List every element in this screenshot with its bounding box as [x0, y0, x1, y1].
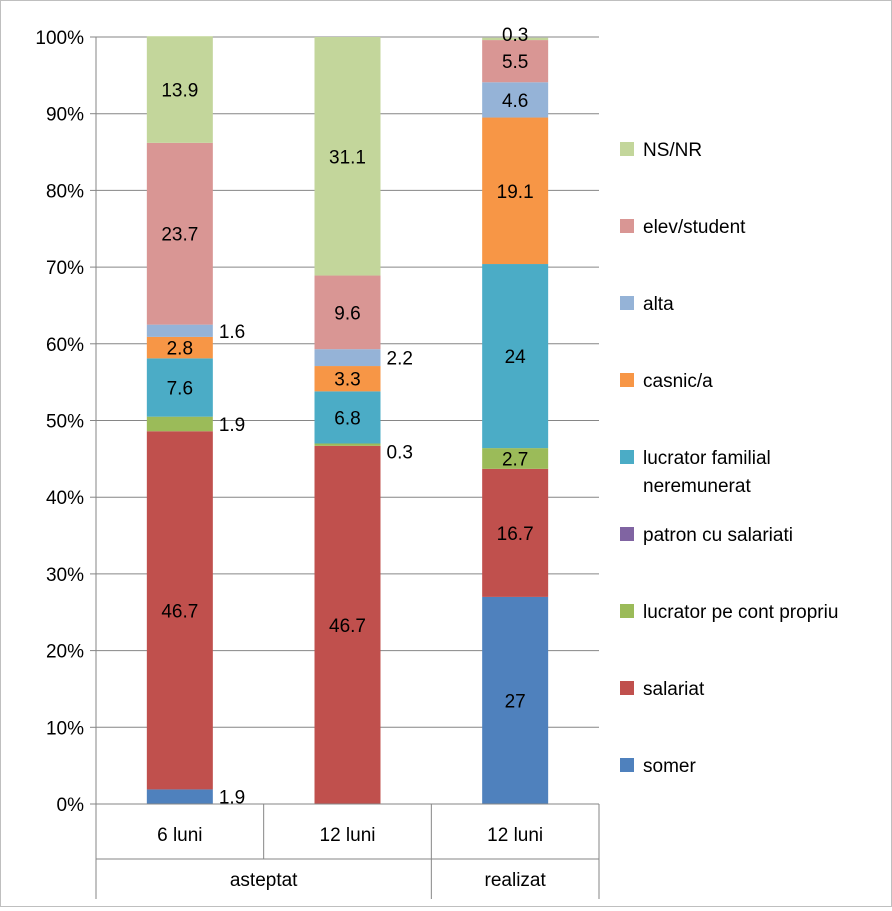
legend-label: salariat	[643, 679, 705, 700]
data-label: 1.6	[219, 322, 245, 343]
bars	[146, 36, 549, 804]
data-label: 16.7	[497, 524, 534, 545]
bar-segment	[482, 264, 549, 449]
x-group-label: realizat	[485, 870, 547, 891]
legend-label: somer	[643, 756, 696, 777]
y-tick-label: 80%	[46, 181, 84, 202]
data-label: 1.9	[219, 415, 245, 436]
data-label: 1.9	[219, 788, 245, 809]
bar-segment	[146, 142, 213, 325]
bar-segment	[146, 431, 213, 790]
bar-segment	[146, 36, 213, 143]
x-group-label: asteptat	[230, 870, 298, 891]
bar-segment	[314, 366, 381, 392]
x-category-label: 12 luni	[487, 825, 543, 846]
data-label: 2.2	[387, 349, 413, 370]
y-tick-label: 90%	[46, 105, 84, 126]
legend-label: lucrator familial	[643, 448, 771, 469]
data-label: 46.7	[329, 616, 366, 637]
bar-segment	[146, 416, 213, 432]
y-tick-label: 100%	[35, 28, 84, 49]
data-label: 5.5	[502, 52, 528, 73]
bar-segment	[482, 448, 549, 469]
x-axis: 6 luni 12 luni 12 luni asteptat realizat	[95, 803, 600, 899]
bar-segment	[314, 37, 381, 276]
legend-swatch	[620, 681, 634, 695]
bar-segment	[146, 324, 213, 337]
bar-segment	[146, 336, 213, 359]
data-label: 7.6	[167, 379, 193, 400]
legend-swatch	[620, 527, 634, 541]
bar-segment	[146, 358, 213, 417]
y-axis: 0% 10% 20% 30% 40% 50% 60% 70% 80% 90% 100%	[35, 28, 97, 816]
legend-swatch	[620, 758, 634, 772]
y-tick-label: 60%	[46, 335, 84, 356]
y-tick-label: 40%	[46, 488, 84, 509]
data-label: 0.3	[387, 443, 413, 464]
data-label: 6.8	[334, 408, 360, 429]
bar-segment	[314, 445, 381, 804]
data-label: 2.8	[167, 339, 193, 360]
legend-swatch	[620, 296, 634, 310]
y-tick-label: 30%	[46, 565, 84, 586]
x-category-label: 6 luni	[157, 825, 202, 846]
bar-segment	[314, 443, 381, 446]
legend-swatch	[620, 142, 634, 156]
bar-segment	[482, 117, 549, 265]
data-label: 0.3	[502, 25, 528, 46]
legend-label: alta	[643, 294, 674, 315]
bar-segment	[314, 349, 381, 367]
y-tick-label: 50%	[46, 412, 84, 433]
data-labels: 1.9 27 46.7 46.7 16.7 1.9 0.3 2.7 7.6 6.8 24 2.8 3.3…	[161, 25, 533, 809]
data-label: 2.7	[502, 449, 528, 470]
data-label: 27	[505, 691, 526, 712]
legend-label: casnic/a	[643, 371, 713, 392]
bar-segment	[482, 37, 549, 41]
bar-segment	[482, 40, 549, 83]
data-label: 4.6	[502, 91, 528, 112]
y-tick-label: 0%	[57, 795, 85, 816]
legend-swatch	[620, 604, 634, 618]
legend: NS/NR elev/student alta casnic/a lucrator fa…	[620, 140, 838, 777]
data-label: 3.3	[334, 370, 360, 391]
legend-label: neremunerat	[643, 476, 751, 497]
bar-segment	[314, 391, 381, 444]
legend-swatch	[620, 373, 634, 387]
legend-swatch	[620, 450, 634, 464]
legend-swatch	[620, 219, 634, 233]
legend-label: NS/NR	[643, 140, 702, 161]
legend-label: elev/student	[643, 217, 746, 238]
bar-segment	[146, 789, 213, 804]
bar-segment	[314, 275, 381, 350]
x-category-label: 12 luni	[320, 825, 376, 846]
y-tick-label: 10%	[46, 718, 84, 739]
legend-label: patron cu salariati	[643, 525, 793, 546]
data-label: 46.7	[161, 601, 198, 622]
bar-segment	[482, 596, 549, 804]
y-tick-label: 20%	[46, 642, 84, 663]
data-label: 23.7	[161, 225, 198, 246]
y-tick-label: 70%	[46, 258, 84, 279]
bar-segment	[482, 468, 549, 597]
data-label: 24	[505, 347, 527, 368]
data-label: 9.6	[334, 303, 360, 324]
legend-label: lucrator pe cont propriu	[643, 602, 838, 623]
data-label: 31.1	[329, 147, 366, 168]
data-label: 19.1	[497, 182, 534, 203]
bar-segment	[482, 82, 549, 118]
data-label: 13.9	[161, 81, 198, 102]
